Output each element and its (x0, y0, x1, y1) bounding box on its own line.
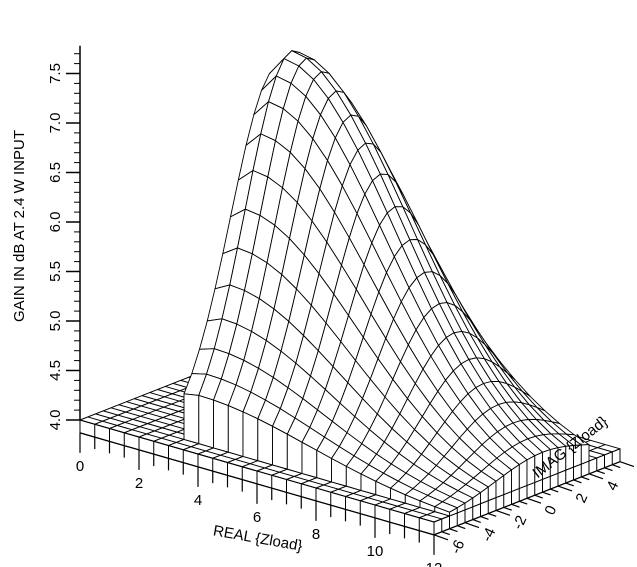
x-tick-label: 12 (426, 560, 443, 567)
y-major-tick (495, 509, 511, 516)
y-minor-tick (596, 470, 605, 475)
x-tick-label: 2 (135, 475, 143, 492)
y-tick-label: 6 (634, 466, 637, 481)
y-minor-tick (581, 476, 590, 481)
y-tick-label: 0 (541, 503, 560, 518)
x-tick-label: 4 (194, 492, 202, 509)
x-tick-label: 8 (312, 526, 320, 543)
surface-skirt (257, 418, 273, 466)
surface-skirt (518, 459, 528, 490)
y-minor-tick (511, 503, 520, 508)
x-tick-label: 0 (76, 458, 84, 475)
surface-skirt (580, 444, 590, 465)
z-axis: 4.0 4.5 5.0 5.5 6.0 6.5 7.0 7.5 (47, 45, 81, 431)
y-minor-tick (565, 482, 574, 487)
y-minor-tick (472, 519, 481, 523)
surface-skirt (183, 393, 200, 445)
y-major-tick (433, 534, 449, 541)
z-tick-label: 4.0 (47, 410, 64, 431)
y-minor-tick (612, 464, 621, 469)
y-minor-tick (550, 488, 559, 493)
z-tick-label: 7.0 (47, 113, 64, 134)
z-axis-title: GAIN IN dB AT 2.4 W INPUT (11, 130, 28, 322)
z-tick-label: 7.5 (47, 63, 64, 84)
y-major-tick (526, 497, 542, 504)
y-minor-tick (457, 525, 466, 530)
surface-skirt (242, 411, 259, 462)
z-tick-label: 4.5 (47, 360, 64, 381)
y-minor-tick (503, 506, 512, 511)
surface-skirt (227, 404, 244, 458)
y-minor-tick (604, 467, 613, 472)
z-tick-label: 5.5 (47, 261, 64, 282)
y-minor-tick (480, 516, 489, 520)
y-minor-tick (441, 531, 450, 536)
y-tick-label: 4 (603, 479, 622, 494)
surface-skirt (511, 463, 520, 493)
y-tick-label: 2 (572, 491, 591, 506)
y-major-tick (557, 485, 573, 492)
x-tick-label: 6 (253, 509, 261, 526)
gain-surface (183, 50, 590, 517)
y-minor-tick (542, 491, 551, 496)
x-tick-label: 10 (367, 543, 384, 560)
z-tick-label: 6.5 (47, 162, 64, 183)
y-minor-tick (573, 479, 582, 484)
z-tick-label: 5.0 (47, 311, 64, 332)
surface-skirt (272, 425, 288, 470)
surface-skirt (198, 394, 214, 449)
base-grid-line (87, 416, 442, 520)
surface-skirt (213, 399, 229, 453)
y-tick-label: -2 (509, 513, 530, 532)
y-minor-tick (488, 512, 497, 517)
y-minor-tick (534, 494, 543, 499)
y-tick-label: -6 (447, 537, 468, 556)
x-axis-title: REAL {Zload} (212, 522, 304, 554)
x-axis: 0 2 4 6 8 10 12 (76, 432, 443, 567)
z-tick-label: 6.0 (47, 212, 64, 233)
y-tick-label: -4 (478, 525, 499, 544)
y-major-tick (588, 473, 604, 480)
base-grid-line (79, 419, 435, 523)
y-major-tick (619, 461, 635, 468)
y-minor-tick (519, 500, 528, 505)
y-minor-tick (449, 528, 458, 533)
y-major-tick (464, 522, 480, 529)
